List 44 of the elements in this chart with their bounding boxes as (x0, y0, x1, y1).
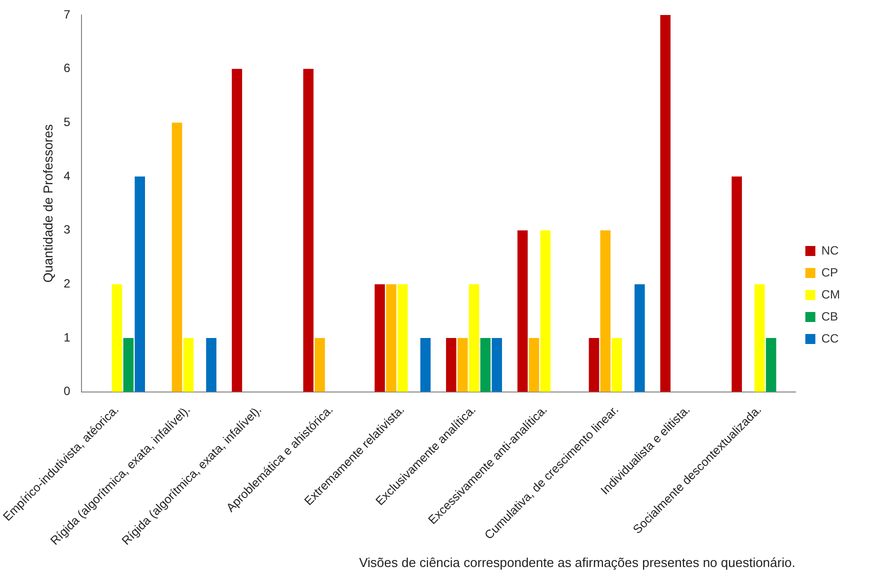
x-axis-title: Visões de ciência correspondente as afirmações presentes no questionário. (359, 554, 796, 570)
bar (468, 284, 480, 392)
bar (528, 338, 540, 392)
legend-label: CM (821, 287, 840, 302)
bar (446, 338, 456, 392)
bar (457, 338, 468, 392)
bar (112, 284, 122, 392)
bar (660, 15, 671, 392)
bar (588, 338, 600, 392)
y-tick-label: 2 (64, 276, 71, 291)
y-axis-title: Quantidade de Professores (40, 124, 56, 283)
bar (123, 338, 134, 392)
y-tick-label: 6 (64, 61, 71, 76)
bar (206, 338, 216, 392)
y-tick-label: 4 (64, 168, 71, 183)
legend-label: CC (821, 331, 840, 346)
y-tick-label: 5 (64, 114, 71, 129)
bar (480, 338, 491, 392)
bar (732, 176, 742, 392)
legend-label: CB (821, 309, 838, 324)
bar (420, 338, 431, 392)
y-tick-label: 7 (64, 7, 71, 22)
bar (612, 338, 622, 392)
bar (314, 338, 325, 392)
bar (232, 68, 242, 392)
bar (766, 338, 776, 392)
bar (134, 176, 145, 392)
bar (492, 338, 502, 392)
bar (303, 68, 314, 392)
bar (754, 284, 765, 392)
bar (172, 122, 182, 392)
legend-label: NC (821, 243, 840, 258)
bar (386, 284, 396, 392)
legend-label: CP (821, 265, 838, 280)
y-tick-label: 1 (64, 330, 71, 344)
bar (517, 230, 528, 392)
bar (600, 230, 611, 392)
bar (397, 284, 408, 392)
y-tick-label: 3 (64, 222, 71, 237)
bar (183, 338, 194, 392)
bar (374, 284, 385, 392)
y-tick-label: 0 (64, 384, 71, 398)
bar (634, 284, 645, 392)
bar (540, 230, 551, 392)
